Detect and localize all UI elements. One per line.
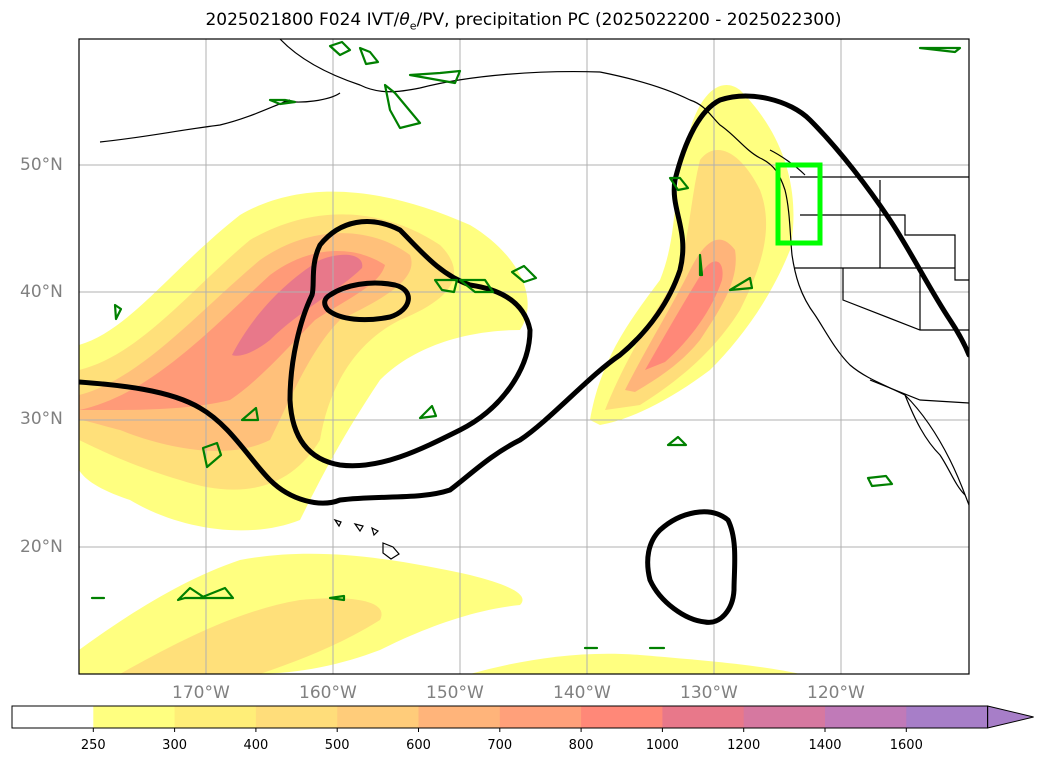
colorbar-tick-label: 400 <box>243 738 269 753</box>
map-frame <box>78 38 970 675</box>
map-title: 2025021800 F024 IVT/θe/PV, precipitation… <box>205 10 842 33</box>
theta-e-contours <box>79 93 969 625</box>
colorbar-segment <box>255 706 338 728</box>
colorbar-segment <box>581 706 663 728</box>
colorbar-segment <box>93 706 176 728</box>
lat-label-20: 20°N <box>20 537 63 557</box>
coastlines <box>99 39 969 506</box>
colorbar-tick-label: 300 <box>162 738 187 753</box>
colorbar-tick-label: 1200 <box>727 738 761 753</box>
lat-label-50: 50°N <box>20 155 63 175</box>
lon-label-150w: 150°W <box>426 683 484 703</box>
colorbar-segment <box>662 706 745 728</box>
lon-label-120w: 120°W <box>807 683 865 703</box>
highlight-region-box <box>775 162 823 246</box>
colorbar-segment <box>337 706 419 728</box>
lon-label-160w: 160°W <box>299 683 357 703</box>
colorbar-tick-label: 800 <box>568 738 594 753</box>
lat-label-30: 30°N <box>20 409 63 429</box>
pv-contours <box>90 40 962 650</box>
colorbar-segment <box>418 706 501 728</box>
colorbar <box>11 705 1034 732</box>
colorbar-segment <box>174 706 257 728</box>
colorbar-segment <box>743 706 826 728</box>
lat-label-40: 40°N <box>20 282 63 302</box>
colorbar-extend-arrow <box>987 705 1034 729</box>
colorbar-tick-label: 700 <box>487 738 513 753</box>
ivt-shading-east <box>590 84 794 425</box>
colorbar-tick-label: 1600 <box>889 738 923 753</box>
hawaiian-islands <box>333 518 400 560</box>
colorbar-tick-label: 600 <box>406 738 431 753</box>
colorbar-segment <box>499 706 582 728</box>
colorbar-tick-label: 250 <box>80 738 106 753</box>
colorbar-segment <box>906 706 989 728</box>
lon-label-170w: 170°W <box>172 683 230 703</box>
colorbar-tick-label: 1000 <box>645 738 679 753</box>
colorbar-segment <box>825 706 907 728</box>
ivt-shading-south <box>79 553 800 674</box>
lon-label-140w: 140°W <box>553 683 611 703</box>
colorbar-tick-label: 1400 <box>808 738 842 753</box>
colorbar-tick-label: 500 <box>324 738 350 753</box>
colorbar-segment <box>12 706 94 728</box>
lon-label-130w: 130°W <box>680 683 738 703</box>
